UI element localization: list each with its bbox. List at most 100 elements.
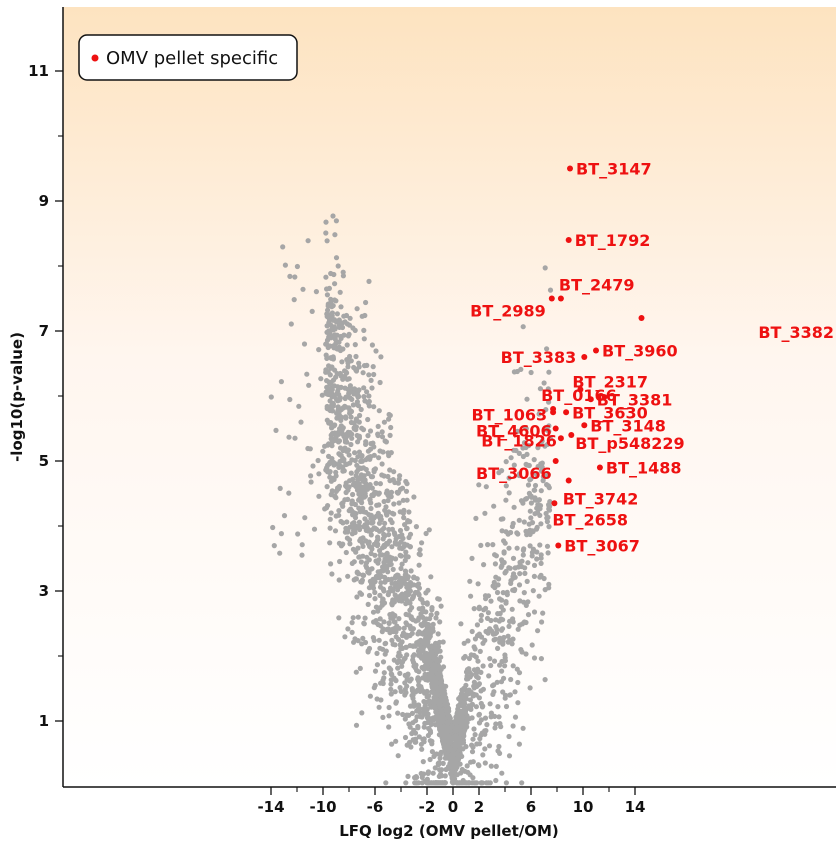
background-point: [521, 440, 528, 446]
background-point: [426, 693, 432, 699]
background-point: [368, 532, 374, 538]
background-point: [372, 589, 378, 596]
background-point: [478, 669, 484, 676]
background-point: [469, 672, 475, 678]
background-point: [436, 658, 442, 664]
background-point: [492, 552, 498, 558]
background-point: [488, 763, 494, 769]
background-point: [344, 321, 350, 327]
background-point: [277, 550, 283, 556]
background-point: [340, 346, 346, 352]
background-point: [372, 552, 378, 558]
background-point: [503, 459, 509, 465]
background-point: [510, 723, 516, 729]
background-point: [379, 461, 385, 467]
background-point: [379, 629, 385, 635]
background-point: [470, 744, 476, 750]
background-point: [471, 652, 477, 659]
background-point: [359, 710, 365, 716]
y-tick-label: 5: [39, 452, 49, 470]
background-point: [503, 780, 509, 786]
background-point: [415, 723, 421, 730]
background-point: [394, 659, 401, 666]
background-point: [373, 348, 379, 354]
background-point: [517, 622, 523, 628]
background-point: [492, 725, 498, 731]
background-point: [542, 474, 548, 480]
background-point: [416, 581, 422, 587]
background-point: [539, 619, 545, 625]
background-point: [546, 399, 552, 405]
background-point: [423, 661, 429, 667]
significant-point: [567, 165, 573, 172]
background-point: [373, 480, 379, 486]
background-point: [360, 543, 366, 550]
background-point: [525, 560, 531, 566]
background-point: [493, 763, 499, 770]
background-point: [365, 528, 371, 534]
background-point: [344, 519, 350, 525]
background-point: [388, 677, 394, 683]
background-point: [352, 342, 358, 348]
background-point: [354, 487, 361, 493]
background-point: [296, 403, 302, 409]
background-point: [409, 703, 415, 709]
background-point: [419, 746, 425, 752]
background-point: [388, 450, 394, 456]
background-point: [486, 673, 492, 679]
background-point: [338, 417, 344, 423]
background-point: [345, 573, 351, 579]
background-point: [542, 587, 548, 593]
background-point: [360, 370, 366, 376]
background-point: [367, 428, 374, 434]
background-point: [361, 363, 368, 369]
background-point: [480, 640, 486, 646]
background-point: [322, 443, 328, 449]
significant-point: [563, 409, 570, 416]
background-point: [384, 488, 390, 494]
background-point: [354, 399, 360, 405]
background-point: [361, 621, 367, 627]
background-point: [440, 639, 446, 645]
background-point: [476, 712, 482, 718]
background-point: [529, 520, 536, 526]
background-point: [477, 648, 483, 655]
background-point: [358, 465, 364, 471]
background-point: [365, 416, 371, 423]
background-point: [463, 691, 469, 697]
background-point: [521, 590, 527, 596]
background-point: [393, 582, 399, 588]
background-point: [370, 635, 376, 641]
background-point: [525, 482, 532, 488]
background-point: [473, 673, 480, 680]
background-point: [330, 333, 336, 339]
background-point: [356, 554, 362, 560]
background-point: [436, 760, 442, 766]
gene-label: BT_2317: [572, 373, 648, 392]
background-point: [327, 540, 333, 546]
background-point: [516, 472, 522, 479]
background-point: [374, 650, 380, 657]
background-point: [366, 393, 372, 399]
background-point: [366, 372, 372, 378]
legend-marker: [91, 54, 99, 62]
background-point: [329, 310, 335, 316]
background-point: [339, 541, 345, 548]
background-point: [521, 519, 527, 525]
background-point: [337, 463, 343, 469]
background-point: [403, 572, 409, 578]
background-point: [533, 526, 540, 532]
background-point: [502, 570, 508, 576]
background-point: [382, 579, 388, 585]
background-point: [333, 218, 339, 224]
background-point: [501, 559, 507, 566]
background-point: [386, 665, 392, 671]
background-point: [484, 615, 491, 622]
background-point: [458, 731, 464, 737]
background-point: [498, 724, 504, 730]
background-point: [381, 473, 387, 479]
background-point: [331, 393, 338, 399]
background-point: [338, 304, 344, 310]
background-point: [520, 324, 526, 330]
background-point: [387, 585, 394, 591]
